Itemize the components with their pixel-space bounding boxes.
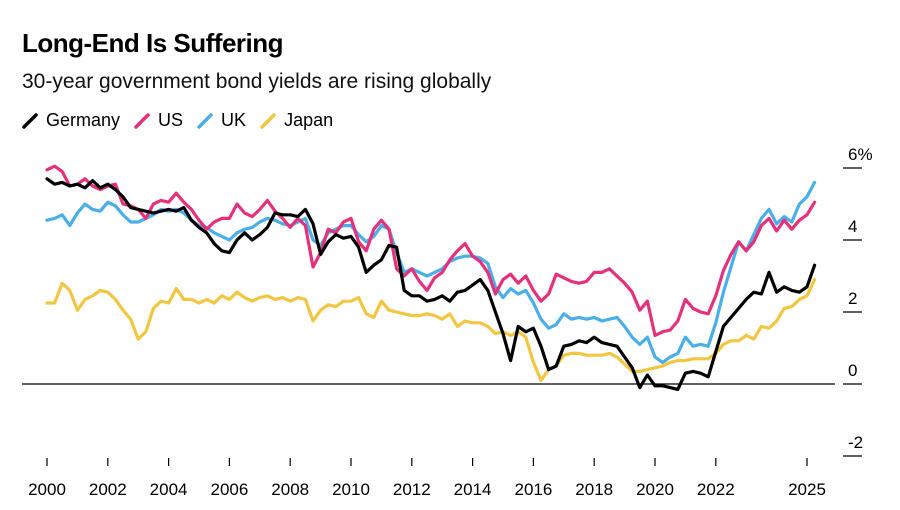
x-tick-label-2008: 2008	[271, 480, 309, 499]
legend-label-uk: UK	[221, 110, 247, 130]
legend-item-uk: UK	[197, 110, 246, 131]
y-tick-label-6: 6%	[848, 145, 873, 164]
x-tick-label-2002: 2002	[89, 480, 127, 499]
x-tick-label-2016: 2016	[514, 480, 552, 499]
legend-item-us: US	[134, 110, 183, 131]
x-tick-label-2020: 2020	[636, 480, 674, 499]
x-tick-label-2010: 2010	[332, 480, 370, 499]
chart-subtitle: 30-year government bond yields are risin…	[22, 70, 492, 93]
series-line-germany	[45, 177, 817, 391]
y-tick-label--2: -2	[848, 433, 863, 452]
series-line-us	[45, 164, 817, 337]
legend-swatch-uk	[197, 112, 213, 129]
x-tick-label-2012: 2012	[393, 480, 431, 499]
legend-item-japan: Japan	[260, 110, 333, 131]
x-tick-label-2025: 2025	[788, 480, 826, 499]
x-tick-label-2004: 2004	[150, 480, 188, 499]
x-tick-label-2006: 2006	[210, 480, 248, 499]
x-tick-label-2000: 2000	[28, 480, 66, 499]
legend-swatch-germany	[22, 112, 38, 129]
legend-label-japan: Japan	[284, 110, 334, 130]
y-tick-label-2: 2	[848, 289, 857, 308]
legend-label-germany: Germany	[46, 110, 121, 130]
legend-item-germany: Germany	[22, 110, 120, 131]
y-tick-label-4: 4	[848, 217, 857, 236]
legend-label-us: US	[158, 110, 184, 130]
legend-swatch-japan	[260, 112, 276, 129]
series-line-japan	[45, 278, 817, 382]
x-tick-label-2014: 2014	[454, 480, 492, 499]
y-tick-label-0: 0	[848, 361, 857, 380]
chart-legend: Germany US UK Japan	[22, 110, 347, 131]
legend-swatch-us	[134, 112, 150, 129]
x-tick-label-2022: 2022	[697, 480, 735, 499]
chart-title: Long-End Is Suffering	[22, 28, 284, 58]
x-tick-label-2018: 2018	[575, 480, 613, 499]
